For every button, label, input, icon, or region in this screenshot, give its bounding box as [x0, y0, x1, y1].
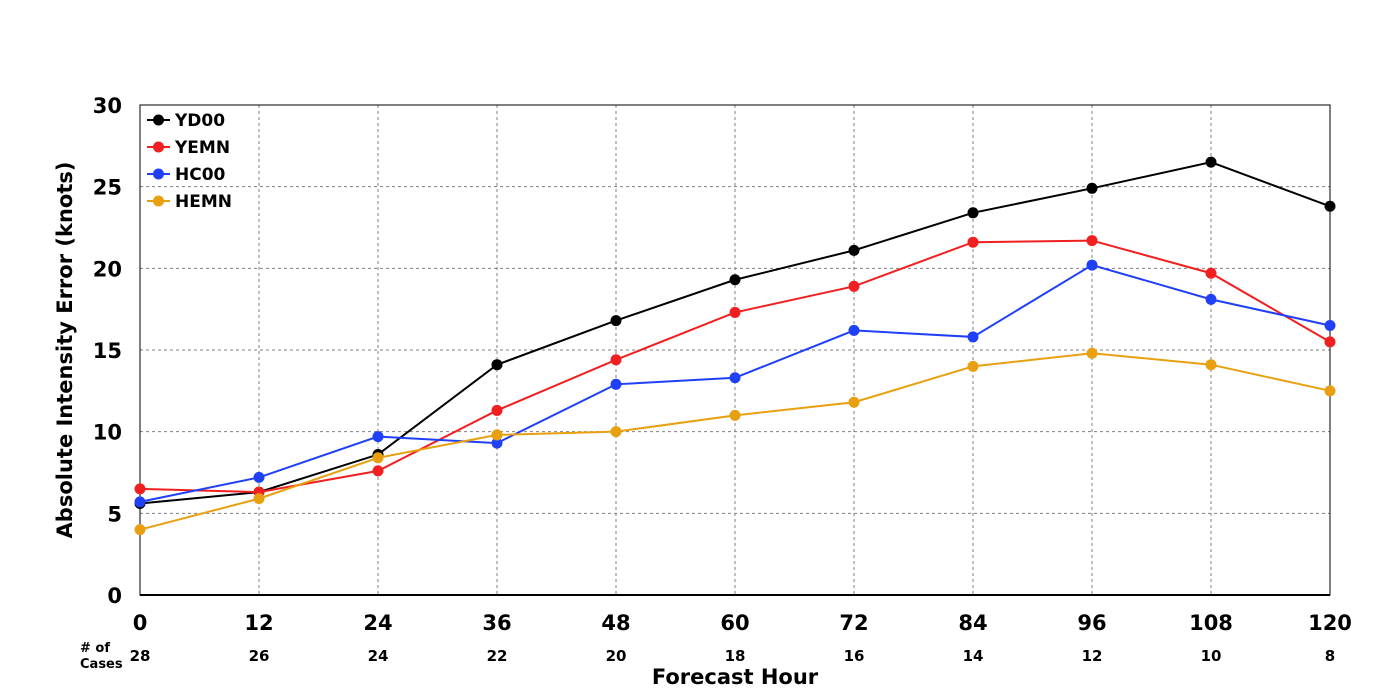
y-tick-label: 15 [93, 339, 122, 363]
x-tick-label: 72 [839, 611, 868, 635]
case-count-label: 10 [1201, 647, 1222, 665]
data-point [1324, 336, 1336, 348]
x-tick-label: 36 [482, 611, 511, 635]
legend-entry: HEMN [147, 192, 232, 212]
legend-label: YEMN [174, 138, 230, 158]
data-point [967, 331, 979, 343]
case-count-label: 8 [1325, 647, 1335, 665]
y-tick-label: 25 [93, 176, 122, 200]
data-point [967, 236, 979, 248]
data-point [610, 378, 622, 390]
data-point [848, 324, 860, 336]
x-tick-label: 84 [958, 611, 987, 635]
legend: YD00 YEMN HC00 HEMN [147, 111, 232, 212]
data-point [1205, 267, 1217, 279]
data-point [729, 306, 741, 318]
data-point [372, 452, 384, 464]
y-tick-label: 30 [93, 94, 122, 118]
data-point [610, 426, 622, 438]
case-count-label: 26 [249, 647, 270, 665]
case-count-label: 28 [130, 647, 151, 665]
case-count-label: 12 [1082, 647, 1103, 665]
x-tick-label: 0 [133, 611, 148, 635]
data-point [491, 437, 503, 449]
y-tick-label: 0 [107, 584, 122, 608]
data-point [1205, 359, 1217, 371]
data-point [729, 372, 741, 384]
x-tick-label: 12 [244, 611, 273, 635]
y-tick-label: 10 [93, 421, 122, 445]
data-point [848, 396, 860, 408]
grid-lines [140, 105, 1330, 595]
data-point [372, 431, 384, 443]
cases-header-line1: # of [80, 641, 110, 656]
data-point [967, 360, 979, 372]
data-point [1086, 259, 1098, 271]
legend-label: HC00 [175, 165, 226, 185]
legend-label: HEMN [175, 192, 232, 212]
data-point [610, 354, 622, 366]
y-tick-labels: 0 5 10 15 20 25 30 [93, 94, 122, 608]
y-tick-label: 20 [93, 257, 122, 281]
data-point [610, 315, 622, 327]
data-point [967, 207, 979, 219]
data-point [1086, 182, 1098, 194]
series-hc00 [134, 259, 1336, 508]
case-count-label: 24 [368, 647, 389, 665]
x-tick-label: 108 [1189, 611, 1233, 635]
data-point [1205, 156, 1217, 168]
legend-marker [153, 114, 164, 126]
x-tick-label: 24 [363, 611, 392, 635]
data-point [253, 493, 265, 505]
data-point [1086, 347, 1098, 359]
legend-entry: HC00 [147, 165, 226, 185]
data-series [134, 156, 1336, 536]
x-tick-label: 120 [1308, 611, 1352, 635]
y-axis-title: Absolute Intensity Error (knots) [53, 162, 77, 539]
legend-marker [153, 141, 164, 153]
data-point [134, 483, 146, 495]
case-count-label: 14 [963, 647, 984, 665]
legend-marker [153, 195, 164, 207]
data-point [134, 524, 146, 536]
case-count-label: 16 [844, 647, 865, 665]
data-point [491, 429, 503, 441]
legend-label: YD00 [174, 111, 225, 131]
data-point [729, 409, 741, 421]
x-tick-label: 96 [1077, 611, 1106, 635]
case-count-labels: 28 26 24 22 20 18 16 14 12 10 8 [130, 647, 1336, 665]
data-point [1205, 293, 1217, 305]
data-point [491, 359, 503, 371]
x-tick-label: 60 [720, 611, 749, 635]
data-point [491, 404, 503, 416]
x-axis-title: Forecast Hour [652, 665, 819, 689]
case-count-label: 18 [725, 647, 746, 665]
data-point [253, 471, 265, 483]
x-tick-label: 48 [601, 611, 630, 635]
series-hemn [134, 347, 1336, 536]
legend-entry: YD00 [147, 111, 225, 131]
legend-entry: YEMN [147, 138, 230, 158]
case-count-label: 20 [606, 647, 627, 665]
x-tick-labels: 0 12 24 36 48 60 72 84 96 108 120 [133, 611, 1352, 635]
data-point [372, 465, 384, 477]
data-point [1324, 385, 1336, 397]
data-point [1086, 235, 1098, 247]
data-point [848, 280, 860, 292]
data-point [134, 496, 146, 508]
y-tick-label: 5 [107, 502, 122, 526]
case-count-label: 22 [487, 647, 508, 665]
data-point [1324, 320, 1336, 331]
cases-header-line2: Cases [80, 657, 123, 672]
data-point [1324, 200, 1336, 212]
data-point [848, 244, 860, 256]
data-point [729, 274, 741, 286]
legend-marker [153, 168, 164, 180]
